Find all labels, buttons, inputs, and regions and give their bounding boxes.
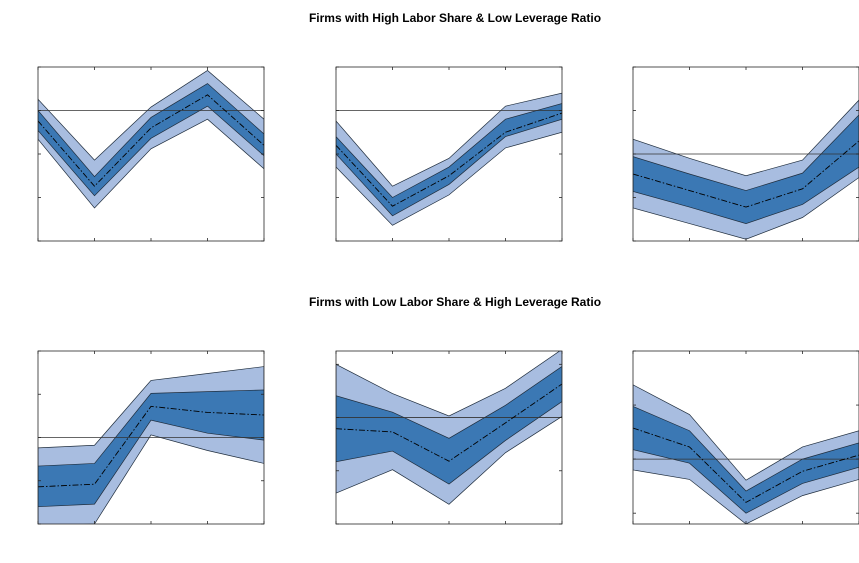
plot-area (38, 366, 264, 524)
panels (37, 66, 859, 525)
outer-confidence-band (633, 384, 859, 524)
median-line (38, 94, 264, 187)
inner-confidence-band (633, 114, 859, 224)
plot-area (633, 99, 859, 240)
inner-confidence-band (38, 389, 264, 508)
median-line (633, 427, 859, 503)
median-line (336, 383, 562, 462)
inner-confidence-band (336, 366, 562, 485)
panel-4 (37, 350, 265, 525)
plot-area (38, 70, 264, 209)
outer-confidence-band (336, 351, 562, 505)
panel-5 (335, 350, 563, 525)
panel-6 (632, 350, 859, 525)
axes-box (335, 66, 563, 242)
inner-confidence-band (38, 83, 264, 197)
outer-confidence-band (38, 70, 264, 209)
panel-3 (632, 66, 859, 242)
plot-area (336, 351, 562, 505)
inner-confidence-band (336, 103, 562, 217)
median-line (336, 112, 562, 207)
median-line (633, 140, 859, 208)
row1-title: Firms with High Labor Share & Low Levera… (309, 11, 601, 25)
median-line (38, 405, 264, 488)
row2-title: Firms with Low Labor Share & High Levera… (309, 295, 601, 309)
inner-confidence-band (633, 406, 859, 514)
panel-1 (37, 66, 265, 242)
plot-area (633, 384, 859, 524)
panel-2 (335, 66, 563, 242)
plot-area (336, 92, 562, 226)
